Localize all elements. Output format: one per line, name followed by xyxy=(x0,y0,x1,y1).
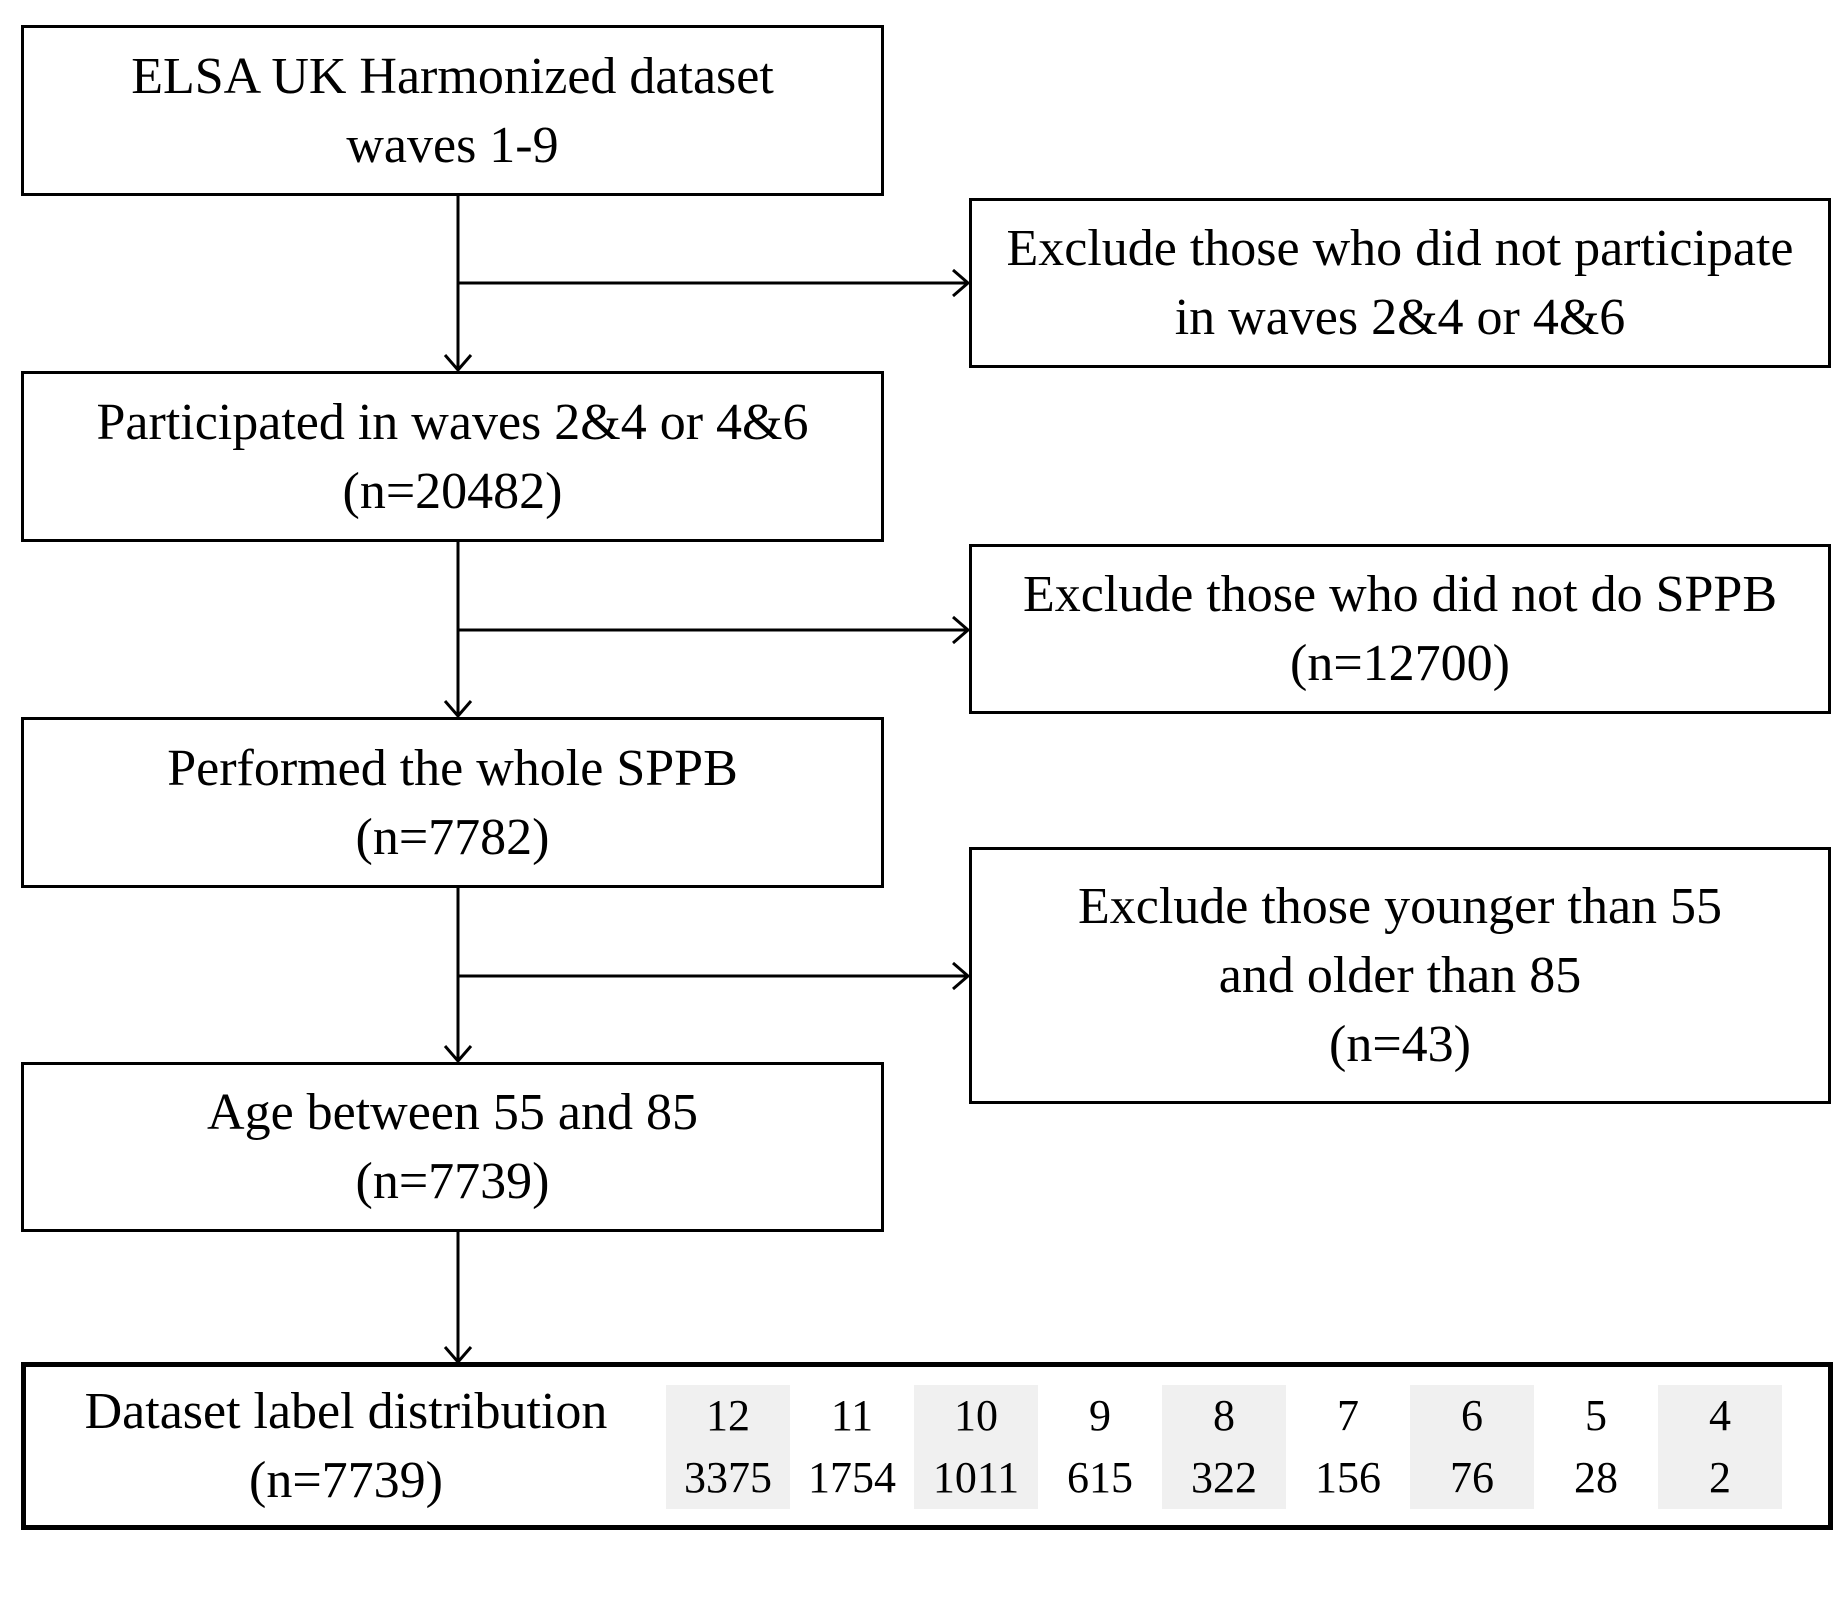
distribution-count: 28 xyxy=(1574,1453,1618,1502)
step-count: (n=20482) xyxy=(342,462,563,520)
exclusion-count: (n=43) xyxy=(1329,1016,1471,1073)
distribution-count: 3375 xyxy=(684,1453,772,1502)
distribution-column: 7 156 xyxy=(1286,1385,1410,1509)
arrowhead-exclusion-1 xyxy=(952,268,971,298)
step-box-age: Age between 55 and 85 (n=7739) xyxy=(21,1062,884,1232)
distribution-column: 10 1011 xyxy=(914,1385,1038,1509)
step-text: Participated in waves 2&4 or 4&6 xyxy=(96,393,809,451)
exclusion-box-participation: Exclude those who did not participate in… xyxy=(969,198,1831,368)
distribution-label: 9 xyxy=(1089,1391,1111,1440)
distribution-column: 12 3375 xyxy=(666,1385,790,1509)
distribution-count: 76 xyxy=(1450,1453,1494,1502)
distribution-label: 11 xyxy=(830,1391,874,1440)
distribution-label: 8 xyxy=(1213,1391,1235,1440)
arrowhead-box2 xyxy=(443,354,473,373)
exclusion-text: Exclude those who did not do SPPB xyxy=(1022,566,1778,623)
arrowhead-exclusion-2 xyxy=(952,615,971,645)
exclusion-text: in waves 2&4 or 4&6 xyxy=(1174,289,1626,346)
distribution-count: 1754 xyxy=(808,1453,896,1502)
step-box-dataset: ELSA UK Harmonized dataset waves 1-9 xyxy=(21,25,884,196)
exclusion-count: (n=12700) xyxy=(1290,635,1510,692)
distribution-label: 7 xyxy=(1337,1391,1359,1440)
distribution-column: 4 2 xyxy=(1658,1385,1782,1509)
step-box-sppb: Performed the whole SPPB (n=7782) xyxy=(21,717,884,888)
step-count: (n=7739) xyxy=(355,1153,550,1210)
distribution-count: 2 xyxy=(1709,1453,1731,1502)
distribution-label: 6 xyxy=(1461,1391,1483,1440)
distribution-count: 322 xyxy=(1191,1453,1257,1502)
distribution-column: 6 76 xyxy=(1410,1385,1534,1509)
label-distribution-box: Dataset label distribution (n=7739) 12 3… xyxy=(21,1362,1833,1530)
exclusion-box-age: Exclude those younger than 55 and older … xyxy=(969,847,1831,1104)
distribution-label: 12 xyxy=(706,1391,750,1440)
exclusion-text: and older than 85 xyxy=(1218,947,1582,1004)
distribution-column: 11 1754 xyxy=(790,1385,914,1509)
distribution-column: 8 322 xyxy=(1162,1385,1286,1509)
distribution-total: (n=7739) xyxy=(249,1452,443,1509)
step-text: ELSA UK Harmonized dataset xyxy=(131,47,774,105)
arrowhead-box4 xyxy=(443,1045,473,1064)
distribution-column: 5 28 xyxy=(1534,1385,1658,1509)
distribution-column: 9 615 xyxy=(1038,1385,1162,1509)
distribution-count: 156 xyxy=(1315,1453,1381,1502)
distribution-table: 12 3375 11 1754 10 1011 9 615 8 322 7 15… xyxy=(666,1385,1782,1509)
distribution-label: 5 xyxy=(1585,1391,1607,1440)
distribution-label: 4 xyxy=(1709,1391,1731,1440)
arrowhead-exclusion-3 xyxy=(952,961,971,991)
step-text: Age between 55 and 85 xyxy=(207,1084,698,1141)
exclusion-text: Exclude those younger than 55 xyxy=(1077,878,1723,935)
distribution-title: Dataset label distribution (n=7739) xyxy=(56,1377,636,1515)
step-text: Performed the whole SPPB xyxy=(167,739,738,797)
exclusion-text: Exclude those who did not participate xyxy=(1006,220,1794,277)
distribution-title-text: Dataset label distribution xyxy=(84,1383,608,1440)
exclusion-box-sppb: Exclude those who did not do SPPB (n=127… xyxy=(969,544,1831,714)
step-box-participated: Participated in waves 2&4 or 4&6 (n=2048… xyxy=(21,371,884,542)
step-text: waves 1-9 xyxy=(346,116,559,174)
distribution-count: 1011 xyxy=(932,1453,1020,1502)
distribution-count: 615 xyxy=(1067,1453,1133,1502)
arrowhead-box3 xyxy=(443,700,473,719)
distribution-label: 10 xyxy=(954,1391,998,1440)
step-count: (n=7782) xyxy=(355,808,550,866)
